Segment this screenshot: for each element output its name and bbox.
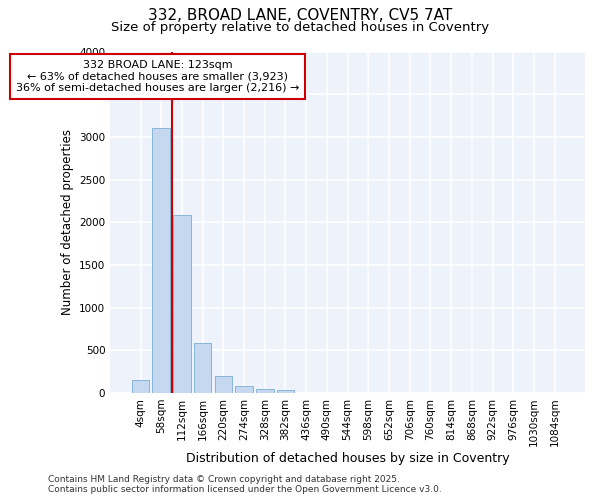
Y-axis label: Number of detached properties: Number of detached properties [61,129,74,315]
Bar [152,128,170,393]
Text: 332 BROAD LANE: 123sqm
← 63% of detached houses are smaller (3,923)
36% of semi-: 332 BROAD LANE: 123sqm ← 63% of detached… [16,60,299,93]
Bar [235,386,253,393]
Text: Size of property relative to detached houses in Coventry: Size of property relative to detached ho… [111,21,489,34]
X-axis label: Distribution of detached houses by size in Coventry: Distribution of detached houses by size … [186,452,509,465]
Bar [132,380,149,393]
Bar [215,376,232,393]
Bar [277,390,294,393]
Text: 332, BROAD LANE, COVENTRY, CV5 7AT: 332, BROAD LANE, COVENTRY, CV5 7AT [148,8,452,22]
Bar [256,388,274,393]
Bar [173,216,191,393]
Bar [194,344,211,393]
Text: Contains HM Land Registry data © Crown copyright and database right 2025.
Contai: Contains HM Land Registry data © Crown c… [48,474,442,494]
